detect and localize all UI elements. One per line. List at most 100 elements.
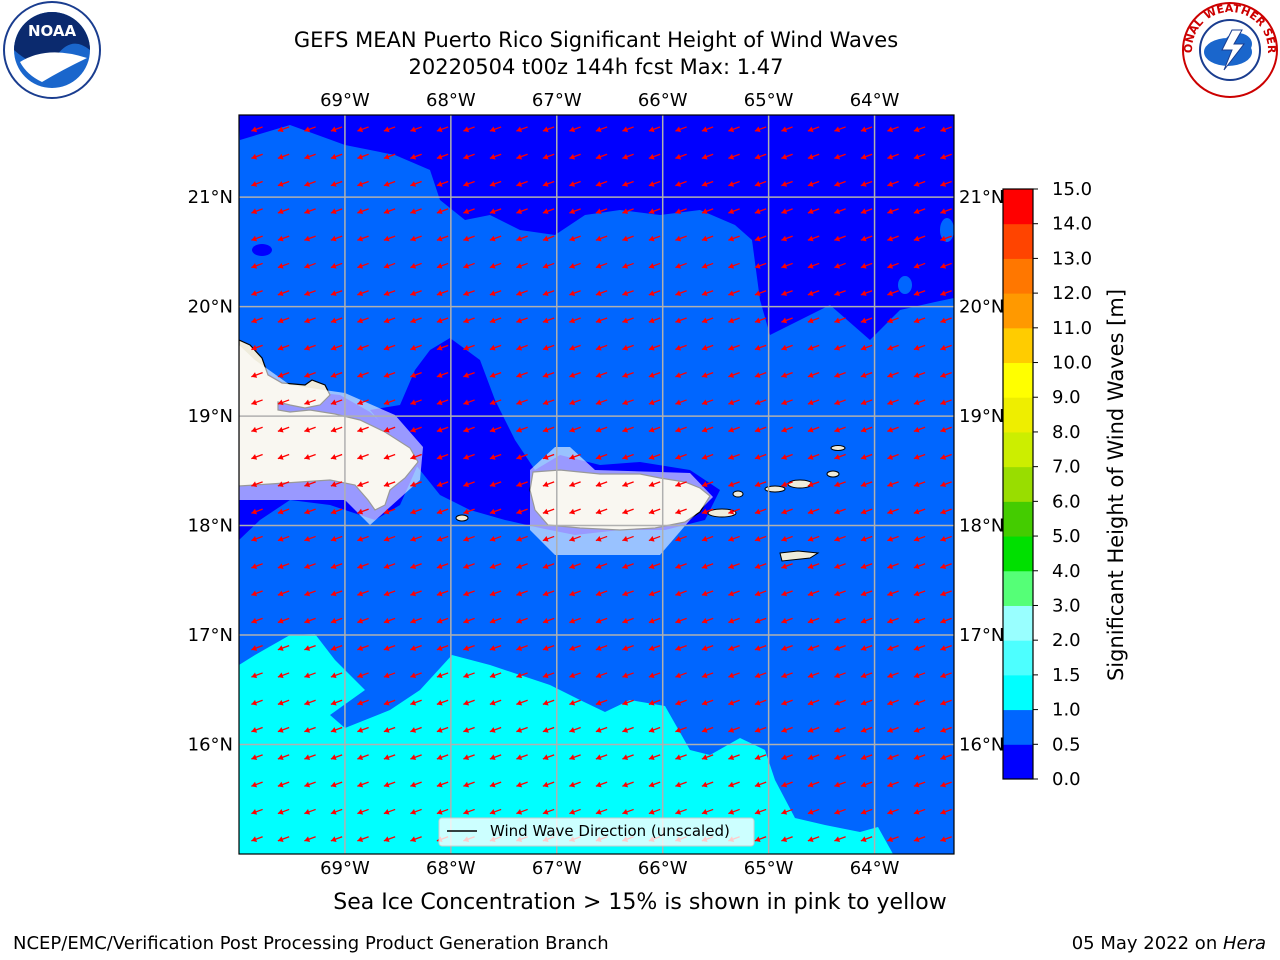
wave-direction-arrowhead <box>542 672 549 679</box>
wave-direction-arrowhead <box>887 481 894 488</box>
colorbar-tick-label: 11.0 <box>1052 318 1092 339</box>
wave-direction-arrowhead <box>913 126 920 133</box>
wave-direction-arrowhead <box>595 344 602 351</box>
wave-direction-arrowhead <box>410 590 417 597</box>
wave-direction-arrowhead <box>781 672 788 679</box>
wave-direction-arrowhead <box>542 781 549 788</box>
wave-direction-arrowhead <box>754 235 761 242</box>
wave-direction-arrowhead <box>701 727 708 733</box>
wave-direction-arrowhead <box>701 617 708 624</box>
wave-direction-arrowhead <box>701 317 708 324</box>
wave-direction-arrowhead <box>728 809 735 815</box>
wave-direction-arrowhead <box>410 235 417 242</box>
wave-direction-arrowhead <box>701 290 708 296</box>
wave-direction-arrowhead <box>542 454 549 460</box>
wave-direction-arrowhead <box>277 781 284 788</box>
wave-direction-arrowhead <box>330 809 337 815</box>
wave-direction-arrowhead <box>383 563 390 569</box>
wave-direction-arrowhead <box>728 672 735 679</box>
wave-direction-arrowhead <box>648 454 655 460</box>
wave-direction-arrowhead <box>675 699 682 706</box>
wave-direction-arrowhead <box>516 208 523 215</box>
wave-direction-arrowhead <box>277 508 284 515</box>
wave-direction-arrowhead <box>436 399 443 406</box>
wave-direction-arrowhead <box>622 317 629 324</box>
wave-direction-arrowhead <box>489 399 496 406</box>
wave-direction-arrowhead <box>410 563 417 569</box>
wave-direction-arrowhead <box>516 754 523 761</box>
wave-direction-arrowhead <box>675 208 682 215</box>
wave-direction-arrowhead <box>277 344 284 351</box>
land-island <box>764 485 786 493</box>
wave-direction-arrowhead <box>622 426 629 433</box>
wave-direction-arrowhead <box>304 263 311 269</box>
wave-direction-arrowhead <box>675 317 682 324</box>
wave-direction-arrowhead <box>489 809 496 815</box>
wave-direction-arrowhead <box>887 372 894 378</box>
wave-direction-arrowhead <box>436 781 443 788</box>
wave-direction-arrowhead <box>860 317 867 324</box>
colorbar-tick-label: 3.0 <box>1052 595 1081 616</box>
wave-direction-arrowhead <box>940 454 947 460</box>
wave-direction-arrowhead <box>410 617 417 624</box>
wave-direction-arrowhead <box>569 290 576 296</box>
wave-direction-arrowhead <box>595 617 602 624</box>
wave-direction-arrowhead <box>304 454 311 460</box>
wave-direction-arrowhead <box>940 372 947 378</box>
wave-direction-arrowhead <box>516 645 523 651</box>
wave-direction-arrowhead <box>489 699 496 706</box>
wave-direction-arrowhead <box>860 645 867 651</box>
wave-direction-arrowhead <box>701 645 708 651</box>
wave-direction-arrowhead <box>383 235 390 242</box>
wave-direction-arrowhead <box>463 426 470 433</box>
wave-direction-arrowhead <box>304 563 311 569</box>
wave-direction-arrowhead <box>913 617 920 624</box>
wave-direction-arrowhead <box>675 399 682 406</box>
wave-direction-arrowhead <box>489 372 496 378</box>
wave-direction-arrowhead <box>887 208 894 215</box>
wave-direction-arrowhead <box>728 617 735 624</box>
wave-direction-arrowhead <box>622 126 629 133</box>
latitude-label-right: 19°N <box>959 406 1004 427</box>
wave-direction-arrowhead <box>542 699 549 706</box>
wave-direction-arrowhead <box>622 263 629 269</box>
wave-direction-arrowhead <box>330 399 337 406</box>
wave-direction-arrowhead <box>913 590 920 597</box>
wave-direction-arrowhead <box>277 699 284 706</box>
wave-direction-arrowhead <box>781 699 788 706</box>
wave-direction-arrowhead <box>542 536 549 542</box>
wave-direction-arrowhead <box>463 754 470 761</box>
wave-direction-arrowhead <box>330 153 337 160</box>
colorbar-segment <box>1003 223 1033 259</box>
wave-direction-arrowhead <box>595 727 602 733</box>
wave-direction-arrowhead <box>251 617 258 624</box>
wave-direction-arrowhead <box>648 235 655 242</box>
wave-direction-arrowhead <box>913 344 920 351</box>
wave-direction-arrowhead <box>436 181 443 187</box>
wave-direction-arrowhead <box>516 317 523 324</box>
wave-direction-arrowhead <box>542 481 549 488</box>
wave-direction-arrowhead <box>516 153 523 160</box>
wave-direction-arrowhead <box>463 672 470 679</box>
wave-direction-arrowhead <box>834 508 841 515</box>
wave-direction-arrowhead <box>383 809 390 815</box>
wave-direction-arrowhead <box>807 781 814 788</box>
wave-direction-arrowhead <box>383 263 390 269</box>
wave-direction-arrowhead <box>754 590 761 597</box>
wave-direction-arrowhead <box>622 590 629 597</box>
wave-direction-arrowhead <box>781 508 788 515</box>
wave-direction-arrowhead <box>754 426 761 433</box>
wave-direction-arrowhead <box>887 699 894 706</box>
wave-direction-arrowhead <box>463 809 470 815</box>
wave-direction-arrowhead <box>834 809 841 815</box>
wave-direction-arrowhead <box>542 290 549 296</box>
wave-direction-arrowhead <box>251 181 258 187</box>
wave-direction-arrowhead <box>436 536 443 542</box>
wave-direction-arrowhead <box>542 754 549 761</box>
wave-direction-arrowhead <box>251 454 258 460</box>
wave-direction-arrowhead <box>489 508 496 515</box>
wave-direction-arrowhead <box>595 181 602 187</box>
wave-direction-arrowhead <box>754 372 761 378</box>
wave-direction-arrowhead <box>781 809 788 815</box>
longitude-label-bottom: 68°W <box>426 858 476 879</box>
